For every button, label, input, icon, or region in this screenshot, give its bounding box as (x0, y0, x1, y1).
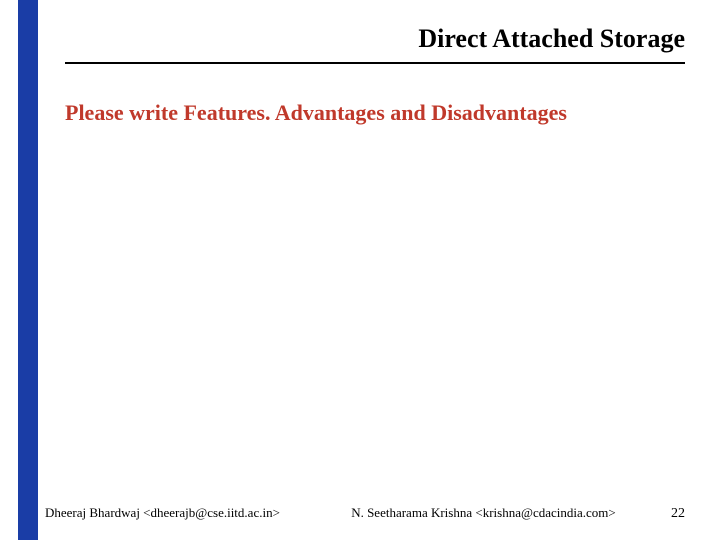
body-prompt: Please write Features. Advantages and Di… (65, 100, 685, 126)
footer-author-center: N. Seetharama Krishna <krishna@cdacindia… (280, 505, 647, 521)
side-accent-bar (18, 0, 38, 540)
footer: Dheeraj Bhardwaj <dheerajb@cse.iitd.ac.i… (45, 505, 685, 522)
slide: Direct Attached Storage Please write Fea… (0, 0, 720, 540)
footer-author-left: Dheeraj Bhardwaj <dheerajb@cse.iitd.ac.i… (45, 505, 280, 521)
title-block: Direct Attached Storage (65, 24, 685, 64)
page-number: 22 (647, 506, 685, 522)
title-underline (65, 62, 685, 64)
slide-title: Direct Attached Storage (65, 24, 685, 60)
